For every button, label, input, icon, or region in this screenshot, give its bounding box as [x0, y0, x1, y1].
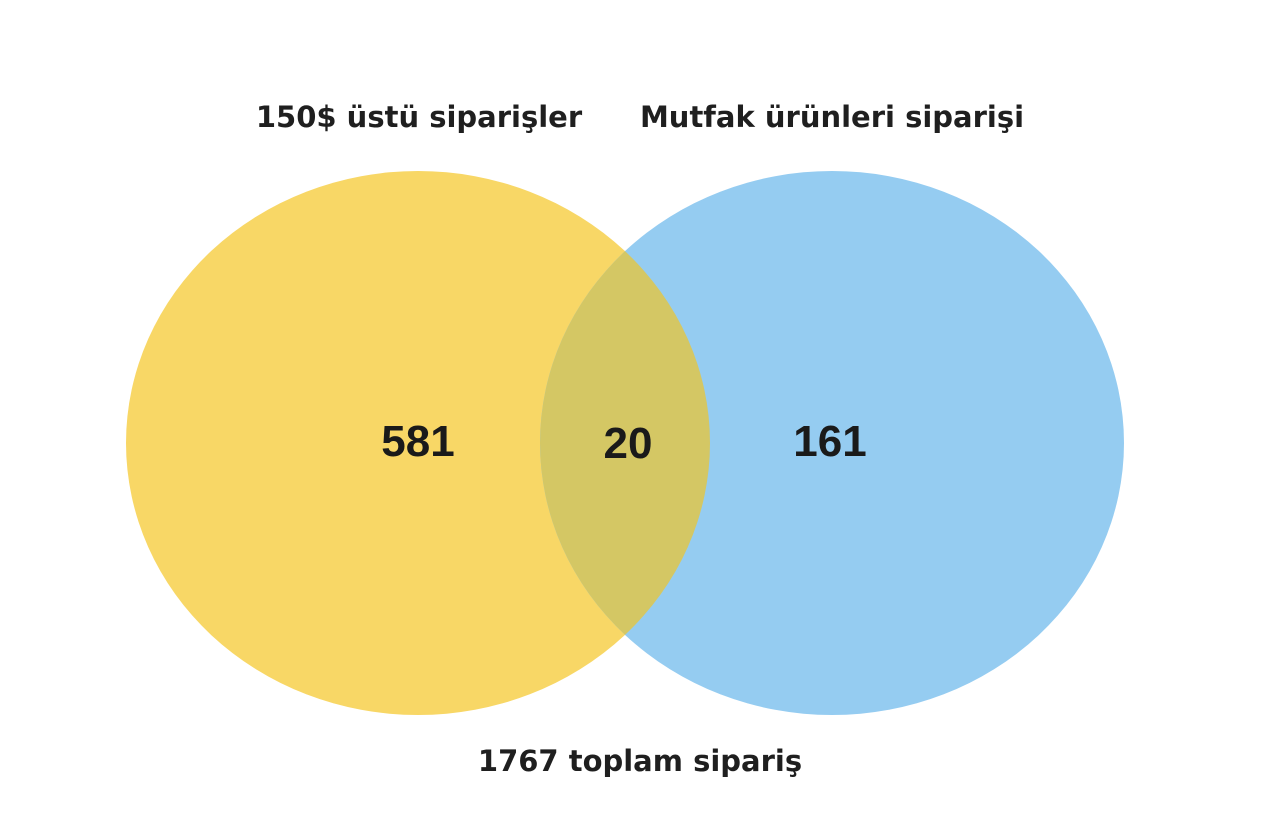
total-orders-label: 1767 toplam sipariş: [477, 744, 803, 778]
set-circle-b: [540, 171, 1124, 715]
region-overlap-value: 20: [604, 419, 653, 468]
set-circle-a: [126, 171, 710, 715]
region-a-only-value: 581: [381, 417, 454, 466]
region-b-only-value: 161: [793, 417, 866, 466]
set-a-label: 150$ üstü siparişler: [255, 100, 583, 134]
set-b-label: Mutfak ürünleri siparişi: [639, 100, 1025, 134]
